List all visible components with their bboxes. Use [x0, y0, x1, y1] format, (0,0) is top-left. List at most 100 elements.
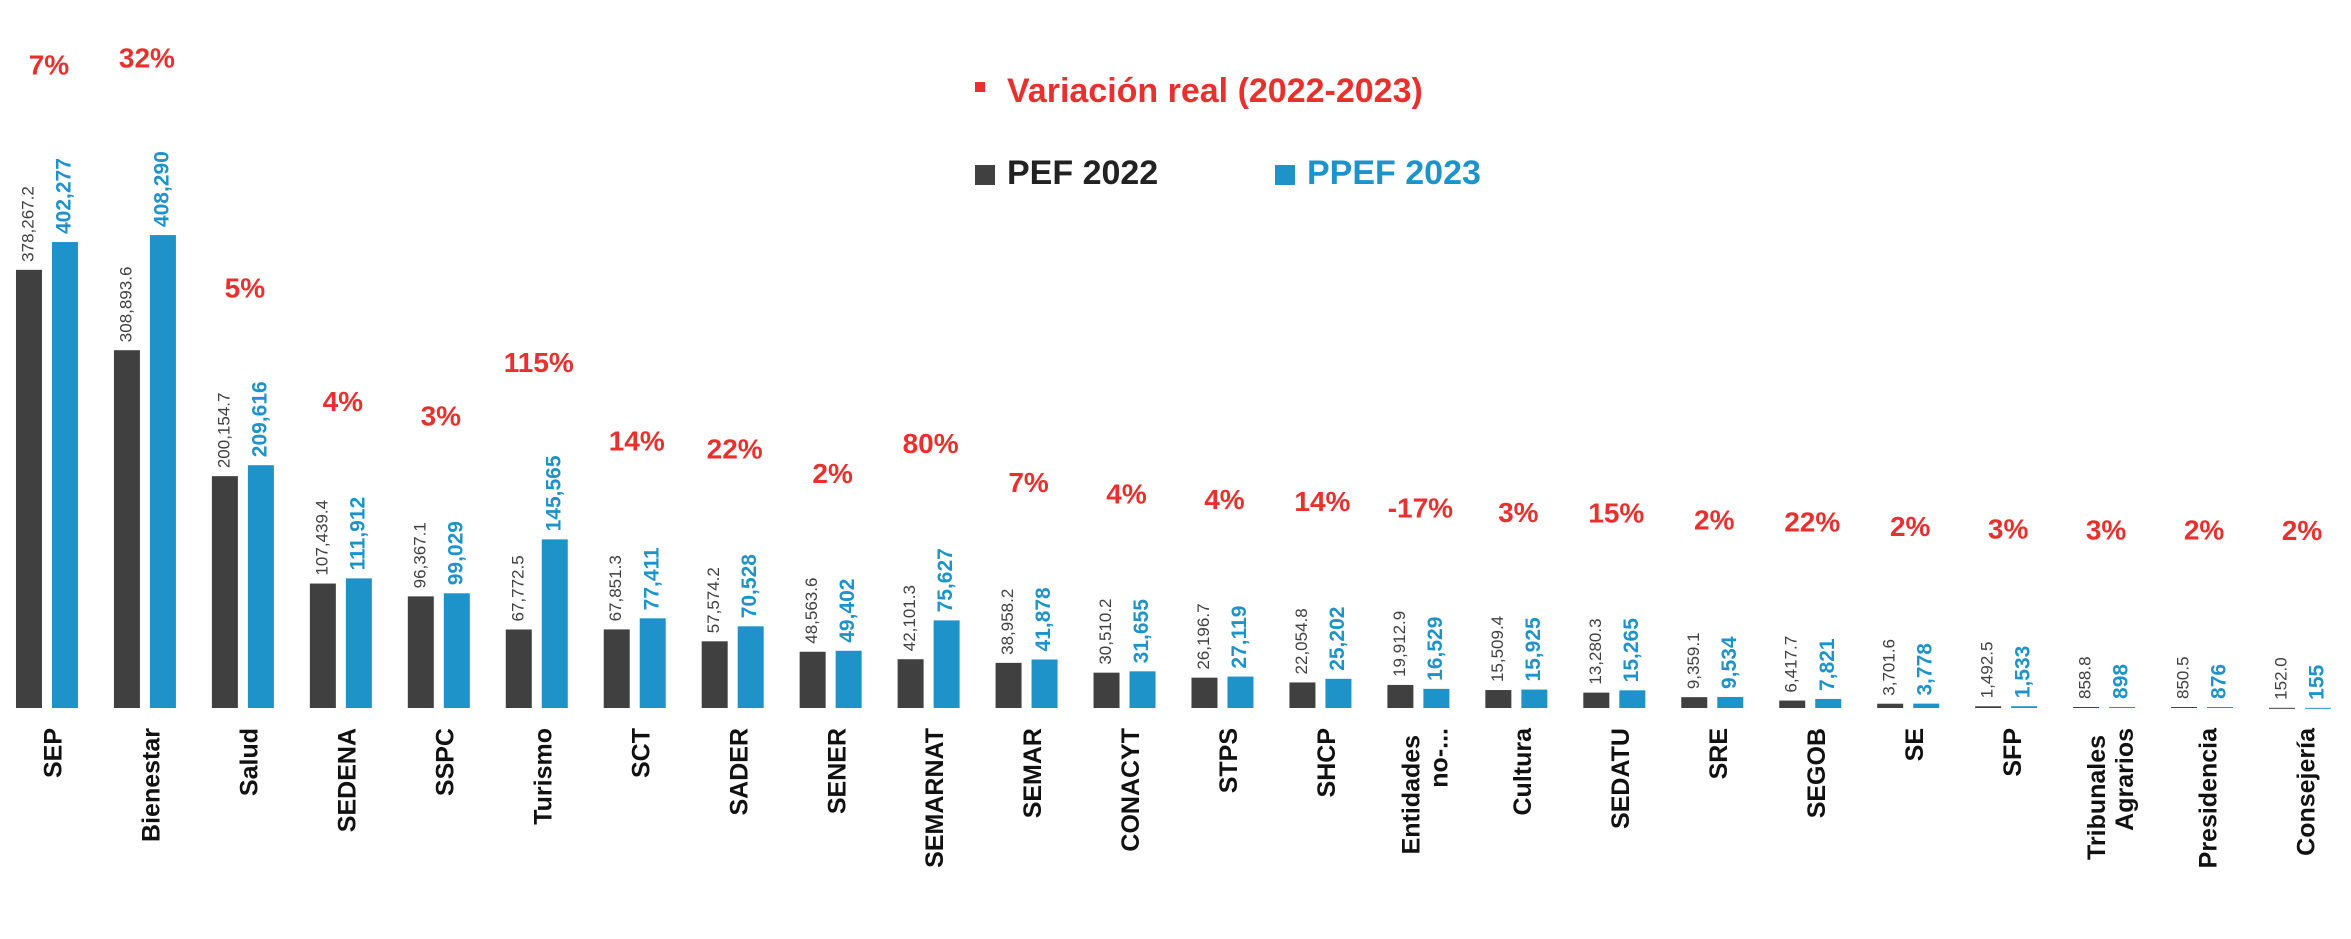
variation-label: 14% — [609, 426, 665, 457]
value-label: 209,616 — [248, 381, 271, 457]
value-label: 38,958.2 — [998, 589, 1017, 655]
value-label: 111,912 — [346, 497, 369, 571]
bar — [2109, 706, 2136, 708]
variation-label: 4% — [323, 386, 364, 417]
bar — [541, 539, 568, 708]
value-label: 898 — [2110, 664, 2133, 699]
value-label: 15,925 — [1522, 617, 1545, 682]
x-tick-label: SFP — [1999, 728, 2027, 777]
value-label: 99,029 — [444, 521, 467, 585]
value-label: 67,772.5 — [508, 555, 527, 621]
bar — [1717, 696, 1744, 708]
value-label: 378,267.2 — [18, 186, 37, 262]
x-tick-label: SCT — [627, 728, 655, 778]
x-tick-label: SEDATU — [1607, 728, 1635, 829]
value-label: 48,563.6 — [802, 578, 821, 644]
variation-label: 7% — [29, 49, 70, 80]
bar — [1031, 659, 1058, 708]
variation-label: 15% — [1588, 498, 1644, 529]
variation-label: 5% — [225, 273, 266, 304]
x-tick-label: SEMARNAT — [921, 728, 949, 868]
value-label: 96,367.1 — [410, 522, 429, 588]
variation-label: 4% — [1106, 479, 1147, 510]
bar — [1129, 671, 1156, 708]
value-label: 26,196.7 — [1194, 603, 1213, 669]
variation-label: 3% — [1988, 514, 2029, 545]
value-label: 408,290 — [150, 151, 173, 227]
bar — [1093, 672, 1120, 708]
x-tick-label: SEDENA — [333, 728, 361, 832]
bar — [1815, 698, 1842, 708]
bar — [1975, 706, 2002, 708]
bar — [1779, 700, 1806, 708]
value-label: 155 — [2306, 664, 2329, 699]
x-tick-label: SRE — [1705, 728, 1733, 779]
variation-label: 80% — [903, 428, 959, 459]
bar — [701, 641, 728, 708]
value-label: 27,119 — [1228, 606, 1251, 669]
bar — [995, 662, 1022, 708]
bar — [149, 235, 176, 708]
bar — [1325, 678, 1352, 708]
value-label: 25,202 — [1326, 607, 1349, 671]
variation-label: 2% — [812, 458, 853, 489]
bar — [1521, 689, 1548, 708]
bar — [1289, 682, 1316, 708]
value-label: 9,534 — [1718, 636, 1741, 689]
value-label: 31,655 — [1130, 599, 1153, 664]
value-label: 3,778 — [1914, 643, 1937, 696]
value-label: 49,402 — [836, 579, 859, 643]
variation-label: 2% — [1890, 511, 1931, 542]
value-label: 15,265 — [1620, 618, 1643, 683]
x-tick-label: SHCP — [1313, 728, 1341, 797]
bar — [1387, 684, 1414, 708]
value-label: 9,359.1 — [1684, 632, 1703, 689]
bar — [211, 476, 238, 708]
value-label: 77,411 — [640, 547, 663, 610]
bar — [1681, 697, 1708, 708]
x-tick-label: SSPC — [431, 728, 459, 796]
variation-label: 22% — [1784, 506, 1840, 537]
bar — [2305, 707, 2332, 709]
legend-swatch — [975, 82, 985, 92]
bar — [835, 650, 862, 708]
value-label: 15,509.4 — [1488, 616, 1507, 682]
bar — [1423, 688, 1450, 708]
bar — [443, 593, 470, 708]
value-label: 42,101.3 — [900, 585, 919, 651]
x-tick-label: Salud — [236, 728, 264, 796]
bar — [1913, 703, 1940, 708]
variation-label: 32% — [119, 42, 175, 73]
value-label: 152.0 — [2272, 657, 2291, 700]
bar — [407, 596, 434, 708]
value-label: 308,893.6 — [116, 267, 135, 343]
x-tick-label: Presidencia — [2195, 727, 2223, 868]
variation-label: 2% — [2184, 514, 2225, 545]
value-label: 19,912.9 — [1390, 611, 1409, 677]
bar — [51, 242, 78, 708]
bar — [1227, 676, 1254, 708]
x-tick-label: SEMAR — [1019, 728, 1047, 818]
x-tick-label: SADER — [725, 728, 753, 816]
value-label: 850.5 — [2174, 656, 2193, 699]
value-label: 41,878 — [1032, 587, 1055, 652]
value-label: 57,574.2 — [704, 567, 723, 633]
variation-label: 3% — [2086, 514, 2127, 545]
bar — [897, 659, 924, 708]
x-tick-label: Consejería — [2293, 727, 2321, 856]
value-label: 1,533 — [2012, 646, 2035, 699]
x-tick-label: SEGOB — [1803, 728, 1831, 818]
variation-label: 7% — [1008, 467, 1049, 498]
value-label: 70,528 — [738, 554, 761, 619]
value-label: 145,565 — [542, 455, 565, 531]
variation-label: 115% — [504, 347, 574, 378]
legend-swatch — [1275, 165, 1295, 185]
value-label: 858.8 — [2076, 656, 2095, 699]
bar — [309, 583, 336, 708]
bar — [113, 350, 140, 708]
value-label: 16,529 — [1424, 617, 1447, 681]
value-label: 7,821 — [1816, 638, 1839, 691]
x-tick-label: Bienestar — [138, 728, 166, 842]
x-tick-label: Entidades no-... — [1397, 728, 1453, 854]
